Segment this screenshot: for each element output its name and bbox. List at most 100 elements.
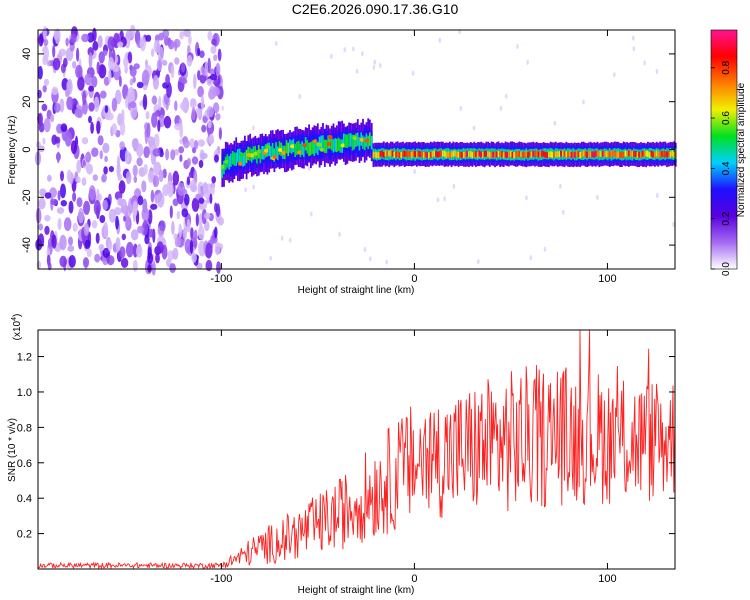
noise-cell bbox=[198, 197, 205, 204]
noise-cell bbox=[97, 35, 103, 48]
noise-cell bbox=[186, 157, 191, 167]
noise-cell bbox=[54, 102, 61, 113]
noise-cell bbox=[169, 263, 176, 274]
noise-cell bbox=[145, 34, 152, 42]
noise-cell bbox=[44, 225, 50, 235]
signal-cell bbox=[459, 151, 462, 158]
signal-cell bbox=[525, 150, 528, 157]
noise-cell bbox=[100, 90, 107, 99]
signal-cell bbox=[336, 138, 338, 153]
noise-cell bbox=[205, 242, 213, 259]
signal-cell bbox=[329, 135, 331, 149]
signal-cell bbox=[353, 136, 356, 150]
signal-cell bbox=[447, 151, 449, 158]
noise-cell bbox=[204, 61, 209, 77]
noise-cell bbox=[132, 259, 138, 272]
signal-cell bbox=[530, 151, 533, 158]
noise-cell bbox=[137, 195, 144, 206]
signal-cell bbox=[381, 150, 383, 157]
noise-cell bbox=[91, 220, 98, 229]
signal-cell bbox=[614, 150, 616, 157]
signal-cell bbox=[320, 135, 323, 149]
signal-cell bbox=[600, 151, 602, 157]
signal-cell bbox=[513, 152, 515, 159]
noise-cell bbox=[150, 189, 155, 203]
signal-cell bbox=[252, 146, 255, 160]
signal-cell bbox=[532, 150, 535, 157]
signal-cell bbox=[594, 150, 597, 157]
signal-cell bbox=[257, 149, 263, 154]
spectrogram-xtick-label: -100 bbox=[210, 273, 232, 285]
signal-cell bbox=[572, 151, 575, 158]
noise-cell bbox=[438, 37, 442, 43]
noise-cell bbox=[124, 149, 130, 164]
noise-cell bbox=[51, 86, 59, 96]
noise-cell bbox=[151, 95, 158, 105]
signal-cell bbox=[374, 151, 377, 158]
noise-cell bbox=[56, 151, 60, 164]
noise-cell bbox=[191, 156, 199, 165]
noise-cell bbox=[200, 95, 205, 111]
noise-cell bbox=[172, 198, 179, 207]
signal-cell bbox=[398, 152, 401, 159]
signal-cell bbox=[598, 151, 601, 157]
noise-cell bbox=[82, 257, 90, 268]
noise-cell bbox=[120, 198, 128, 215]
signal-cell bbox=[502, 152, 505, 159]
noise-cell bbox=[60, 200, 67, 207]
signal-cell bbox=[242, 153, 244, 167]
signal-cell bbox=[379, 150, 382, 157]
signal-cell bbox=[431, 151, 434, 158]
signal-cell bbox=[238, 148, 241, 162]
signal-cell bbox=[233, 152, 236, 166]
signal-cell bbox=[414, 151, 416, 157]
signal-cell bbox=[326, 141, 332, 146]
noise-cell bbox=[208, 133, 214, 144]
signal-cell bbox=[412, 150, 415, 157]
noise-cell bbox=[116, 155, 121, 168]
noise-cell bbox=[38, 223, 44, 231]
noise-cell bbox=[152, 75, 159, 90]
noise-cell bbox=[111, 97, 118, 112]
noise-cell bbox=[142, 94, 148, 110]
signal-cell bbox=[270, 146, 272, 160]
noise-cell bbox=[188, 171, 193, 178]
signal-cell bbox=[277, 146, 279, 160]
signal-cell bbox=[478, 150, 481, 157]
noise-cell bbox=[369, 256, 372, 262]
noise-cell bbox=[82, 160, 86, 167]
noise-cell bbox=[57, 218, 62, 230]
snr-xtick-label: -100 bbox=[210, 573, 232, 585]
noise-cell bbox=[152, 175, 160, 188]
noise-cell bbox=[104, 155, 108, 163]
signal-cell bbox=[488, 151, 491, 158]
noise-cell bbox=[189, 138, 195, 148]
signal-cell bbox=[435, 151, 437, 157]
signal-cell bbox=[438, 151, 441, 158]
signal-cell bbox=[582, 150, 585, 157]
noise-cell bbox=[413, 169, 416, 174]
noise-cell bbox=[643, 60, 646, 66]
signal-cell bbox=[231, 151, 234, 165]
noise-cell bbox=[99, 150, 103, 160]
noise-cell bbox=[198, 213, 203, 229]
signal-cell bbox=[349, 133, 352, 147]
signal-cell bbox=[405, 151, 408, 157]
noise-cell bbox=[59, 255, 67, 268]
noise-cell bbox=[183, 28, 191, 38]
snr-ytick-label: 1.0 bbox=[17, 387, 32, 399]
noise-cell bbox=[81, 177, 87, 186]
noise-cell bbox=[77, 76, 85, 91]
noise-cell bbox=[213, 54, 218, 62]
noise-cell bbox=[142, 220, 148, 236]
signal-cell bbox=[382, 151, 385, 158]
signal-cell bbox=[589, 151, 592, 157]
noise-cell bbox=[130, 229, 139, 241]
signal-cell bbox=[627, 150, 630, 157]
signal-cell bbox=[343, 133, 345, 147]
signal-cell bbox=[256, 150, 258, 164]
signal-cell bbox=[313, 142, 316, 156]
signal-cell bbox=[480, 151, 482, 158]
noise-cell bbox=[656, 192, 659, 198]
signal-cell bbox=[612, 150, 615, 157]
